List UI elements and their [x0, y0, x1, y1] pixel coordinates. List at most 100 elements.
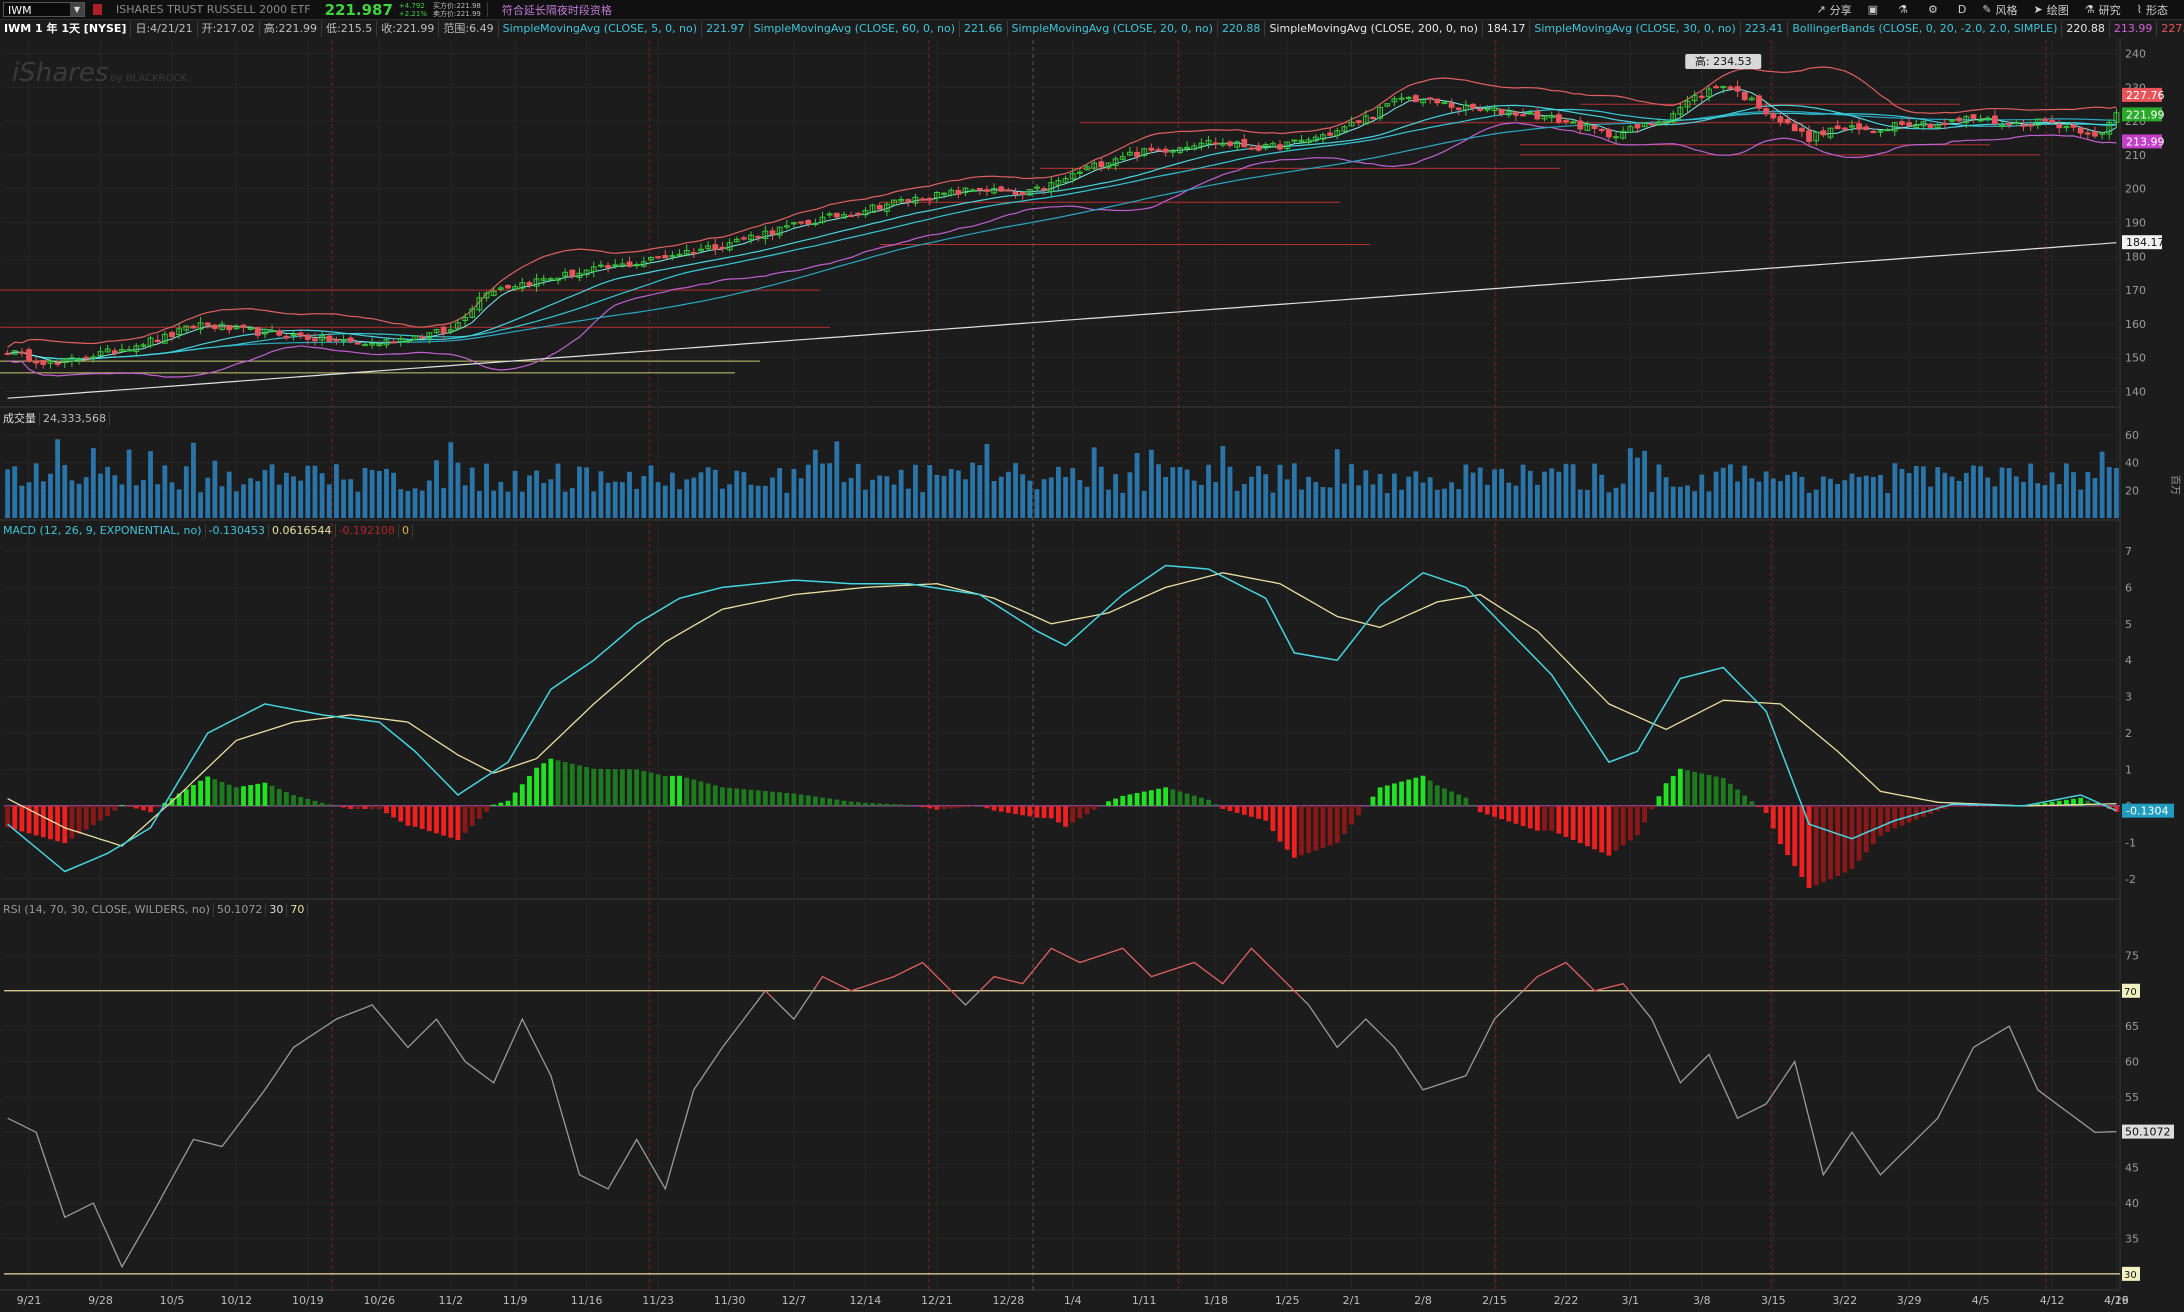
candle-body	[1320, 134, 1326, 140]
candle-body	[1019, 192, 1026, 196]
candle-body	[2049, 120, 2055, 124]
macd-histogram-bar	[1056, 805, 1061, 823]
price-tick-label: 210	[2125, 149, 2146, 162]
macd-histogram-bar	[1141, 791, 1147, 806]
symbol-dropdown-icon[interactable]: ▼	[70, 3, 84, 16]
macd-histogram-bar	[727, 787, 732, 806]
volume-bar	[312, 465, 318, 518]
candle-body	[1169, 150, 1176, 153]
macd-histogram-bar	[534, 767, 539, 806]
candle-body	[1884, 129, 1891, 132]
candle-body	[1119, 156, 1126, 160]
volume-bar	[1399, 489, 1404, 518]
style-button[interactable]: ✎ 风格	[1982, 2, 2017, 18]
x-tick-label: 11/16	[571, 1294, 603, 1307]
macd-histogram-bar	[269, 785, 275, 806]
candle-body	[233, 325, 240, 330]
bollinger-upper: 227.76	[2157, 21, 2184, 37]
macd-histogram-bar	[1956, 805, 1962, 807]
x-tick-label: 9/28	[88, 1294, 113, 1307]
volume-bar	[1828, 478, 1833, 518]
volume-bar	[691, 477, 697, 518]
candle-body	[1191, 145, 1198, 150]
volume-bar	[1063, 477, 1068, 518]
pattern-button[interactable]: ⌇ 形态	[2137, 2, 2168, 18]
volume-bar	[627, 471, 632, 518]
macd-histogram-bar	[191, 785, 196, 806]
candle-body	[519, 282, 526, 289]
macd-histogram-bar	[1799, 805, 1805, 878]
macd-histogram-bar	[705, 783, 711, 806]
symbol-input[interactable]: IWM ▼	[3, 2, 85, 17]
timeframe-button[interactable]: D	[1958, 3, 1966, 16]
flask-button[interactable]: ⚗	[1898, 3, 1912, 16]
macd-histogram-bar	[355, 805, 361, 810]
volume-bar	[2021, 481, 2026, 518]
study-label-2[interactable]: SimpleMovingAvg (CLOSE, 20, 0, no)	[1008, 21, 1218, 37]
candle-body	[1291, 139, 1298, 142]
x-tick-label: 10/5	[160, 1294, 185, 1307]
share-button[interactable]: ↗ 分享	[1816, 2, 1851, 18]
x-tick-label: 4/5	[1972, 1294, 1990, 1307]
volume-bar	[269, 464, 275, 518]
candle-body	[547, 278, 554, 281]
volume-bar	[419, 490, 425, 518]
volume-label[interactable]: 成交量	[0, 412, 40, 426]
study-label-0[interactable]: SimpleMovingAvg (CLOSE, 5, 0, no)	[499, 21, 703, 37]
candle-body	[4, 352, 11, 355]
volume-bar	[1949, 476, 1955, 518]
macd-histogram-bar	[505, 800, 511, 806]
candle-body	[891, 199, 897, 206]
candle-body	[11, 350, 18, 355]
link-color-icon[interactable]	[93, 4, 102, 15]
macd-histogram-bar	[305, 798, 311, 806]
volume-bar	[1291, 463, 1297, 518]
macd-histogram-bar	[1206, 799, 1211, 806]
study-label-1[interactable]: SimpleMovingAvg (CLOSE, 60, 0, no)	[750, 21, 960, 37]
candle-body	[111, 350, 118, 354]
macd-label[interactable]: MACD (12, 26, 9, EXPONENTIAL, no)	[0, 524, 206, 538]
macd-histogram-bar	[1949, 805, 1955, 807]
draw-button[interactable]: ➤ 绘图	[2034, 2, 2069, 18]
volume-bar	[548, 479, 554, 518]
volume-tick-label: 60	[2125, 429, 2139, 442]
settings-button[interactable]: ⚙	[1928, 3, 1942, 16]
macd-histogram-bar	[1692, 771, 1698, 806]
macd-histogram-bar	[820, 797, 825, 806]
candle-body	[326, 335, 333, 342]
candle-body	[133, 345, 140, 352]
volume-bar	[283, 472, 289, 518]
candle-body	[2070, 124, 2077, 128]
study-button[interactable]: ⚗ 研究	[2085, 2, 2121, 18]
volume-bar	[1878, 474, 1883, 518]
candle-body	[183, 325, 190, 331]
volume-bar	[1241, 484, 1247, 518]
volume-bar	[2092, 477, 2098, 518]
macd-histogram-bar	[326, 804, 332, 806]
candle-body	[1963, 116, 1970, 124]
volume-bar	[2071, 472, 2076, 518]
rsi-label[interactable]: RSI (14, 70, 30, CLOSE, WILDERS, no)	[0, 903, 214, 917]
price-axis-badge-label: 184.17	[2126, 236, 2165, 249]
volume-bar	[476, 491, 482, 518]
study-label-4[interactable]: SimpleMovingAvg (CLOSE, 30, 0, no)	[1530, 21, 1741, 37]
candle-body	[998, 186, 1005, 192]
candle-body	[1913, 123, 1920, 128]
macd-histogram-bar	[1249, 805, 1254, 817]
volume-bar	[334, 464, 339, 518]
study-label-3[interactable]: SimpleMovingAvg (CLOSE, 200, 0, no)	[1265, 21, 1483, 37]
candle-body	[476, 297, 483, 311]
candle-body	[2092, 131, 2098, 137]
volume-bar	[534, 470, 539, 518]
high-marker-label: 高: 234.53	[1695, 54, 1752, 68]
candle-body	[962, 187, 969, 194]
x-tick-label: 11/30	[714, 1294, 746, 1307]
bollinger-label[interactable]: BollingerBands (CLOSE, 0, 20, -2.0, 2.0,…	[1788, 21, 2063, 37]
volume-bar	[1456, 489, 1462, 518]
macd-histogram-bar	[2114, 805, 2119, 812]
candle-body	[1162, 148, 1169, 153]
macd-histogram-bar	[369, 805, 375, 810]
volume-bar	[1885, 492, 1891, 518]
snapshot-button[interactable]: ▣	[1868, 3, 1882, 16]
